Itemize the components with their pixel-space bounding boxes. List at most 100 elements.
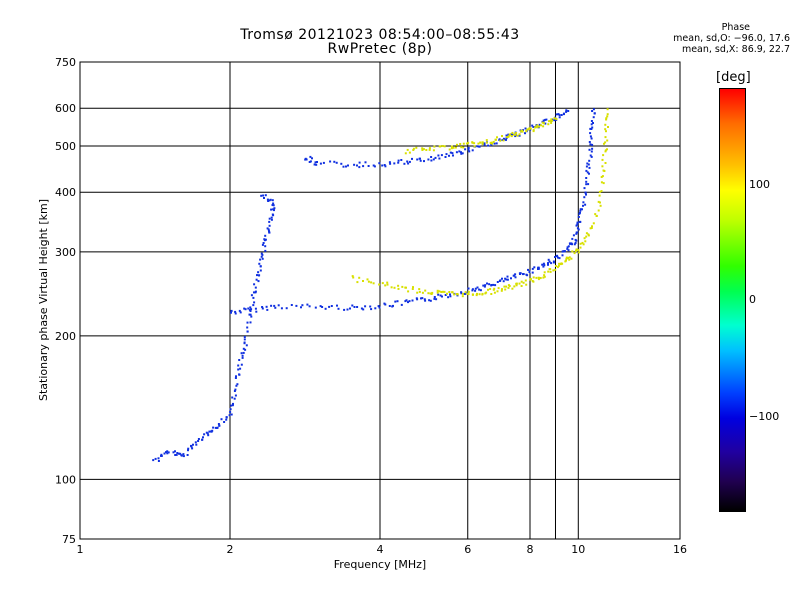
data-point [524,132,526,135]
data-point [180,454,183,457]
data-point [532,276,535,279]
data-point [238,373,241,376]
data-point [565,110,568,113]
data-point [466,291,469,294]
data-point [557,264,560,267]
data-point [428,148,431,151]
data-point [483,285,486,288]
data-point [430,293,433,295]
data-point [260,255,263,258]
y-tick-label: 400 [55,186,76,199]
data-point [495,142,498,145]
data-point [248,313,251,316]
data-point [441,145,444,147]
data-point [383,302,386,305]
data-point [604,150,607,153]
data-point [264,249,267,252]
data-point [606,113,609,116]
data-point [364,305,367,308]
data-point [190,445,193,448]
data-point [208,430,211,433]
data-point [597,200,600,203]
data-point [314,161,317,164]
data-point [585,193,587,196]
data-point [542,262,545,265]
data-point [328,305,331,308]
data-point [567,257,570,259]
data-point [187,447,190,450]
data-point [268,230,270,233]
data-point [366,278,369,281]
data-point [386,283,389,286]
data-point [448,154,450,157]
data-point [329,160,332,163]
data-point [520,285,523,287]
data-point [467,287,470,290]
data-point [406,160,409,163]
data-point [587,163,590,166]
data-point [537,125,540,128]
data-point [562,250,565,253]
data-point [500,289,503,292]
data-point [533,126,536,129]
data-point [561,262,564,265]
data-point [535,276,538,279]
data-point [490,284,493,286]
y-axis-label: Stationary phase Virtual Height [km] [37,199,50,401]
data-point [240,352,243,355]
data-point [510,277,512,280]
data-point [440,154,443,157]
data-point [254,307,257,310]
data-point [561,254,564,257]
data-point [349,307,351,310]
data-point [579,242,582,245]
data-point [566,247,569,250]
data-point [212,426,215,429]
data-point [460,291,463,294]
data-point [408,300,411,303]
data-point [444,294,447,296]
data-point [579,211,581,214]
data-point [411,157,413,160]
data-point [516,134,519,137]
data-point [401,285,404,288]
data-point [514,273,517,276]
data-point [381,282,384,285]
data-point [549,270,552,273]
data-point [404,300,407,303]
data-point [423,160,425,163]
data-point [264,238,267,241]
data-point [582,201,585,204]
data-point [381,164,384,167]
data-point [246,321,249,324]
axis-ticks: 1 2 4 6 8 10 16 75 100 200 300 400 500 600 750 [55,56,687,556]
data-point [585,183,588,186]
data-point [433,296,436,298]
data-point [261,243,264,246]
data-point [558,116,561,119]
data-point [537,276,540,279]
data-point [590,123,593,126]
data-point [249,321,252,324]
data-point [496,281,499,283]
data-point [573,252,576,255]
x-tick-label: 2 [227,543,234,556]
data-point [425,149,428,151]
data-point [586,171,589,174]
data-point [486,282,488,285]
data-point [518,134,521,137]
data-point [511,287,514,290]
data-point [590,137,593,140]
data-point [459,143,462,145]
data-point [445,153,448,156]
data-point [238,309,241,312]
data-point [581,241,584,244]
data-point [225,416,228,419]
data-point [202,436,204,439]
data-point [448,291,451,293]
x-axis-label: Frequency [MHz] [334,558,426,571]
data-point [565,257,568,260]
data-point [314,306,317,309]
data-point [301,304,304,307]
